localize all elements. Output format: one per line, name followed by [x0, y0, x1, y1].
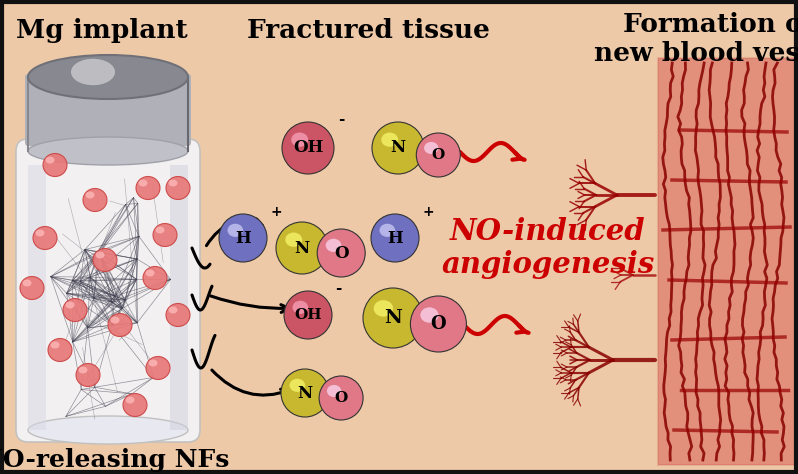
Text: Mg implant: Mg implant [16, 18, 188, 43]
Ellipse shape [156, 227, 164, 234]
Ellipse shape [373, 300, 393, 317]
Ellipse shape [28, 137, 188, 165]
Ellipse shape [43, 154, 67, 176]
Ellipse shape [166, 303, 190, 327]
FancyBboxPatch shape [16, 139, 200, 442]
Ellipse shape [276, 222, 328, 274]
Ellipse shape [83, 189, 107, 211]
Text: O: O [432, 148, 445, 162]
Text: Fractured tissue: Fractured tissue [247, 18, 489, 43]
Ellipse shape [96, 252, 105, 258]
Ellipse shape [227, 224, 243, 237]
Text: N: N [390, 139, 405, 156]
Text: N: N [384, 309, 402, 327]
Ellipse shape [125, 396, 135, 403]
Ellipse shape [319, 376, 363, 420]
Text: -: - [338, 112, 345, 127]
Text: O: O [431, 315, 446, 333]
Ellipse shape [281, 369, 329, 417]
Text: N: N [294, 239, 310, 256]
Ellipse shape [76, 364, 100, 386]
Ellipse shape [48, 338, 72, 362]
Ellipse shape [33, 227, 57, 249]
Ellipse shape [63, 299, 87, 321]
Text: H: H [235, 229, 251, 246]
Text: Formation of
new blood vessel: Formation of new blood vessel [594, 12, 798, 66]
Ellipse shape [410, 296, 466, 352]
Text: +: + [422, 205, 433, 219]
Ellipse shape [285, 233, 302, 247]
Ellipse shape [65, 301, 74, 309]
Text: O: O [334, 391, 348, 405]
Text: NO-releasing NFs: NO-releasing NFs [0, 448, 230, 472]
Bar [658, 58, 796, 465]
Ellipse shape [20, 276, 44, 300]
Ellipse shape [153, 224, 177, 246]
Ellipse shape [284, 291, 332, 339]
Ellipse shape [78, 366, 88, 374]
Ellipse shape [168, 307, 177, 313]
Ellipse shape [145, 270, 155, 276]
Text: OH: OH [293, 139, 323, 156]
Ellipse shape [35, 229, 45, 237]
Ellipse shape [282, 122, 334, 174]
Text: +: + [270, 205, 282, 219]
Ellipse shape [28, 55, 188, 99]
Ellipse shape [50, 341, 60, 348]
Ellipse shape [381, 133, 398, 147]
Ellipse shape [110, 317, 120, 323]
FancyBboxPatch shape [25, 74, 191, 146]
Ellipse shape [421, 307, 439, 323]
Ellipse shape [143, 266, 167, 290]
Ellipse shape [293, 301, 308, 314]
Ellipse shape [136, 176, 160, 200]
Polygon shape [28, 165, 46, 430]
Ellipse shape [219, 214, 267, 262]
Ellipse shape [71, 59, 115, 85]
Ellipse shape [148, 359, 157, 366]
Ellipse shape [380, 224, 395, 237]
Ellipse shape [317, 229, 365, 277]
Ellipse shape [123, 393, 147, 417]
Text: O: O [334, 245, 349, 262]
Ellipse shape [168, 180, 177, 186]
Ellipse shape [290, 379, 305, 392]
Bar [658, 58, 796, 465]
Ellipse shape [424, 142, 438, 154]
Ellipse shape [108, 313, 132, 337]
Text: -: - [335, 281, 342, 296]
Polygon shape [170, 165, 188, 430]
Ellipse shape [371, 214, 419, 262]
Ellipse shape [326, 239, 342, 252]
Ellipse shape [291, 133, 308, 147]
Ellipse shape [417, 133, 460, 177]
Ellipse shape [327, 385, 342, 397]
Ellipse shape [22, 280, 31, 286]
Ellipse shape [372, 122, 424, 174]
Ellipse shape [93, 248, 117, 272]
Ellipse shape [45, 156, 54, 164]
Text: H: H [387, 229, 403, 246]
Ellipse shape [28, 416, 188, 444]
Text: N: N [298, 384, 313, 401]
Text: NO-induced
angiogenesis: NO-induced angiogenesis [441, 217, 654, 279]
Ellipse shape [85, 191, 94, 199]
Ellipse shape [363, 288, 423, 348]
Ellipse shape [166, 176, 190, 200]
Ellipse shape [139, 180, 148, 186]
Ellipse shape [146, 356, 170, 380]
Text: OH: OH [294, 308, 322, 322]
